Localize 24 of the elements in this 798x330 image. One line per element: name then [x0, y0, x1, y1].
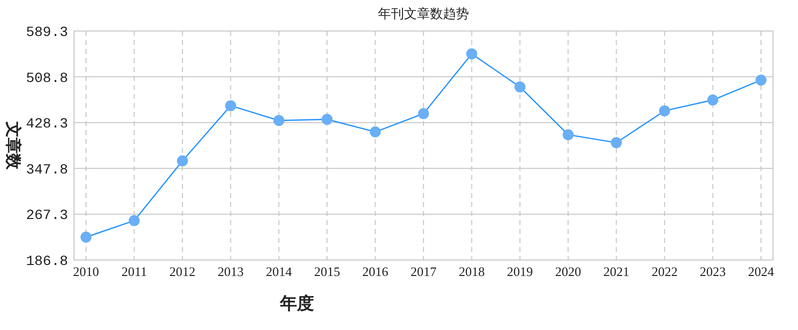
y-tick-label: 428.3 [26, 116, 68, 133]
x-tick-label: 2018 [458, 264, 485, 279]
x-tick-label: 2012 [169, 264, 196, 279]
x-tick-label: 2017 [410, 264, 437, 279]
x-tick-label: 2022 [652, 264, 678, 279]
chart-title: 年刊文章数趋势 [378, 6, 469, 21]
y-tick-label: 267.3 [26, 208, 68, 224]
y-tick-label: 186.8 [26, 254, 68, 270]
x-tick-label: 2014 [266, 264, 292, 279]
x-tick-label: 2019 [506, 264, 533, 279]
x-tick-label: 2011 [121, 264, 147, 279]
x-tick-label: 2021 [603, 264, 630, 279]
y-tick-label: 347.8 [26, 162, 68, 178]
x-tick-label: 2016 [362, 264, 389, 279]
x-tick-label: 2020 [555, 264, 582, 279]
y-tick-label: 589.3 [26, 25, 68, 41]
x-tick-label: 2015 [314, 264, 340, 279]
x-tick-label: 2013 [218, 264, 244, 279]
x-axis-title: 年度 [279, 294, 314, 313]
y-axis-title: 文章数 [4, 120, 22, 170]
x-tick-label: 2024 [748, 264, 774, 279]
x-tick-label: 2010 [73, 264, 99, 279]
x-tick-label: 2023 [700, 264, 726, 279]
y-tick-label: 508.8 [26, 70, 68, 87]
